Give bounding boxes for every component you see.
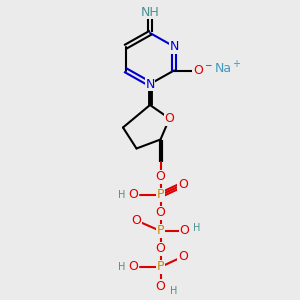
Text: O: O bbox=[193, 64, 203, 77]
Text: NH: NH bbox=[141, 5, 159, 19]
Text: P: P bbox=[157, 260, 164, 274]
Text: O: O bbox=[129, 260, 138, 274]
Text: O: O bbox=[132, 214, 141, 227]
Text: O: O bbox=[178, 178, 188, 191]
Text: Na: Na bbox=[214, 62, 232, 76]
Text: N: N bbox=[145, 77, 155, 91]
Text: N: N bbox=[169, 40, 179, 53]
Text: O: O bbox=[129, 188, 138, 202]
Text: O: O bbox=[156, 280, 165, 293]
Text: O: O bbox=[165, 112, 174, 125]
Text: P: P bbox=[157, 224, 164, 238]
Text: −: − bbox=[204, 61, 212, 70]
Text: H: H bbox=[118, 262, 125, 272]
Text: O: O bbox=[156, 206, 165, 220]
Text: O: O bbox=[178, 250, 188, 263]
Text: O: O bbox=[156, 242, 165, 256]
Text: O: O bbox=[180, 224, 189, 238]
Text: H: H bbox=[118, 190, 125, 200]
Text: +: + bbox=[232, 59, 240, 69]
Text: H: H bbox=[170, 286, 178, 296]
Text: O: O bbox=[156, 170, 165, 184]
Text: H: H bbox=[193, 223, 200, 233]
Text: P: P bbox=[157, 188, 164, 202]
